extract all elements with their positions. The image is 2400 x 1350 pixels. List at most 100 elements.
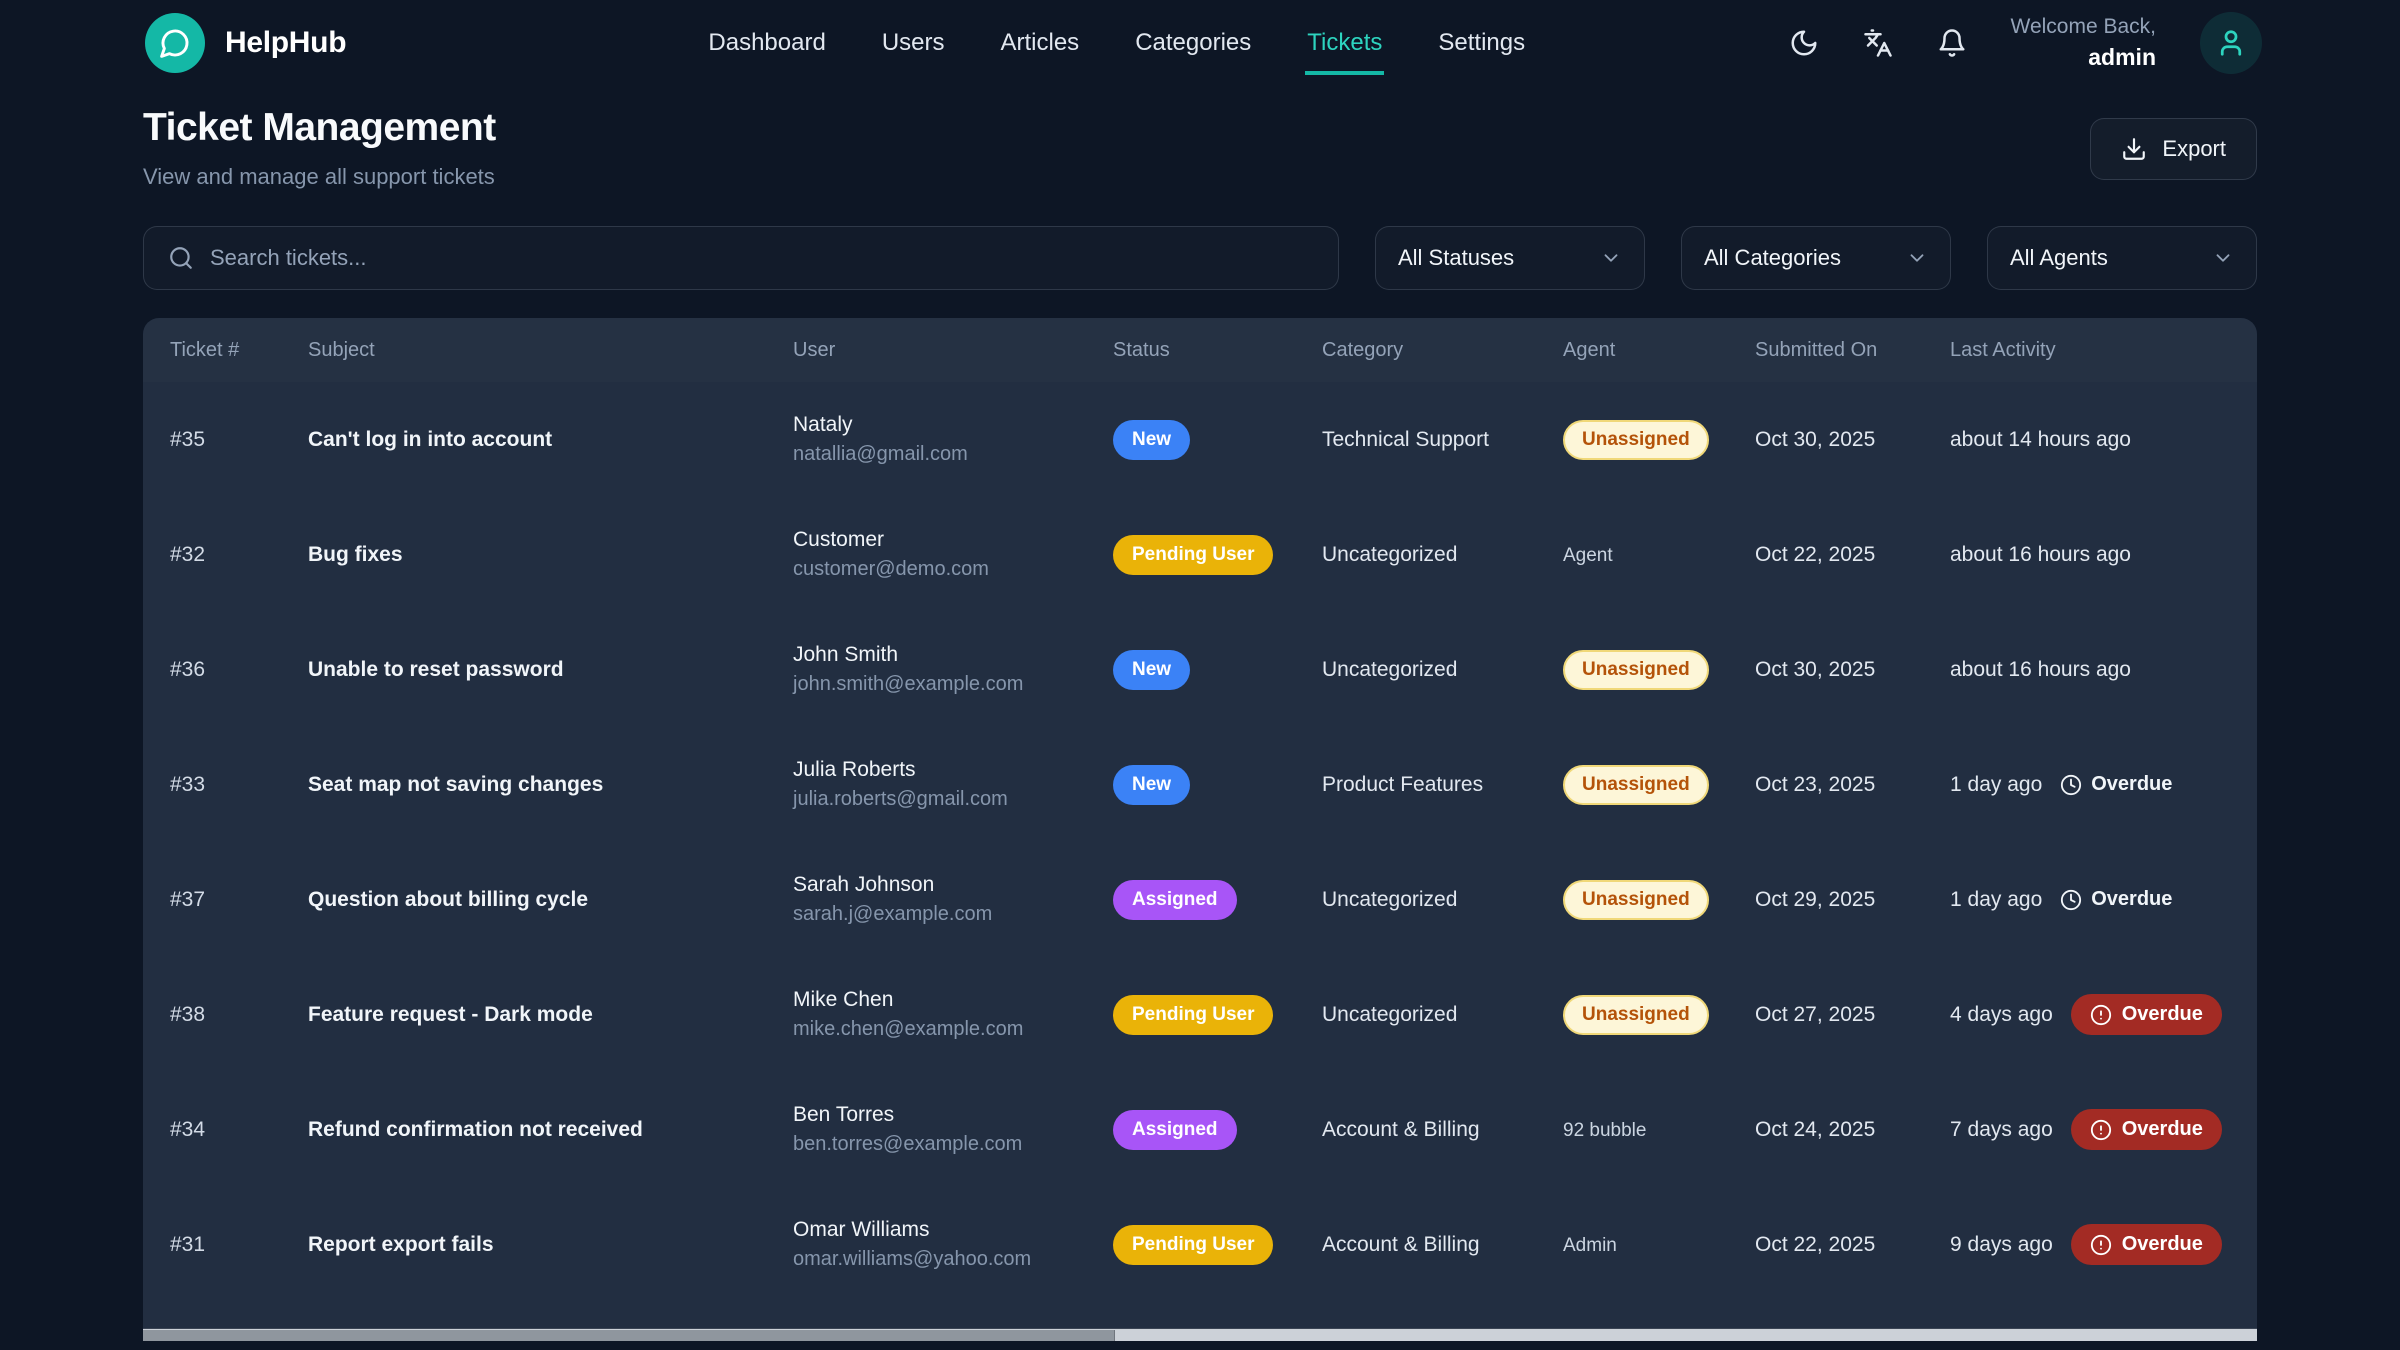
clock-icon bbox=[2061, 889, 2082, 910]
user-name: Mike Chen bbox=[793, 988, 894, 1011]
dark-mode-toggle[interactable] bbox=[1789, 28, 1819, 58]
agent-cell: Admin bbox=[1563, 1233, 1755, 1257]
agent-unassigned-badge: Unassigned bbox=[1563, 764, 1709, 805]
navbar-actions: Welcome Back, admin bbox=[1789, 12, 2262, 74]
table-row[interactable]: #37 Question about billing cycle Sarah J… bbox=[143, 842, 2257, 957]
column-header: Agent bbox=[1563, 338, 1616, 361]
user-cell: Customer customer@demo.com bbox=[793, 528, 1113, 581]
notifications-button[interactable] bbox=[1937, 28, 1967, 58]
ticket-subject: Unable to reset password bbox=[308, 657, 564, 681]
user-icon bbox=[2220, 30, 2242, 56]
alert-circle-icon bbox=[2090, 1119, 2111, 1140]
ticket-id: #32 bbox=[170, 542, 206, 566]
table-row[interactable]: #33 Seat map not saving changes Julia Ro… bbox=[143, 727, 2257, 842]
nav-item-tickets[interactable]: Tickets bbox=[1305, 19, 1385, 75]
agent-unassigned-badge: Unassigned bbox=[1563, 879, 1709, 920]
overdue-label: Overdue bbox=[2091, 773, 2173, 795]
table-row[interactable]: #38 Feature request - Dark mode Mike Che… bbox=[143, 957, 2257, 1072]
status-filter-select[interactable]: All Statuses bbox=[1375, 226, 1645, 290]
ticket-category: Product Features bbox=[1322, 772, 1484, 796]
ticket-id: #33 bbox=[170, 772, 206, 796]
agent-unassigned-badge: Unassigned bbox=[1563, 994, 1709, 1035]
user-name: Omar Williams bbox=[793, 1218, 930, 1241]
last-activity-cell: about 14 hours ago bbox=[1950, 428, 2232, 452]
status-badge: Pending User bbox=[1113, 994, 1274, 1035]
agent-filter-select[interactable]: All Agents bbox=[1987, 226, 2257, 290]
page-title: Ticket Management bbox=[143, 106, 496, 149]
category-filter-select[interactable]: All Categories bbox=[1681, 226, 1951, 290]
brand: HelpHub bbox=[145, 13, 445, 73]
language-button[interactable] bbox=[1863, 28, 1893, 58]
ticket-subject: Question about billing cycle bbox=[308, 887, 589, 911]
column-header: Category bbox=[1322, 338, 1404, 361]
status-badge: New bbox=[1113, 764, 1191, 805]
user-cell: Ben Torres ben.torres@example.com bbox=[793, 1103, 1113, 1156]
export-label: Export bbox=[2162, 136, 2226, 161]
status-cell: New bbox=[1113, 419, 1322, 460]
agent-name: 92 bubble bbox=[1563, 1119, 1647, 1141]
helphub-logo-icon bbox=[145, 13, 205, 73]
agent-unassigned-badge: Unassigned bbox=[1563, 419, 1709, 460]
ticket-id: #37 bbox=[170, 887, 206, 911]
submitted-date: Oct 22, 2025 bbox=[1755, 542, 1876, 566]
ticket-category: Account & Billing bbox=[1322, 1232, 1480, 1256]
column-header: Subject bbox=[308, 338, 375, 361]
table-row[interactable]: #35 Can't log in into account Nataly nat… bbox=[143, 382, 2257, 497]
column-header: Last Activity bbox=[1950, 338, 2056, 361]
search-input[interactable] bbox=[210, 245, 1314, 271]
last-activity-time: about 16 hours ago bbox=[1950, 542, 2131, 566]
alert-circle-icon bbox=[2090, 1004, 2111, 1025]
agent-cell: Unassigned bbox=[1563, 419, 1755, 460]
table-body: #35 Can't log in into account Nataly nat… bbox=[143, 382, 2257, 1302]
user-cell: Julia Roberts julia.roberts@gmail.com bbox=[793, 758, 1113, 811]
nav-item-articles[interactable]: Articles bbox=[1000, 29, 1080, 56]
submitted-date: Oct 22, 2025 bbox=[1755, 1232, 1876, 1256]
column-header: Status bbox=[1113, 338, 1170, 361]
avatar[interactable] bbox=[2200, 12, 2262, 74]
user-name: Sarah Johnson bbox=[793, 873, 935, 896]
agent-cell: Unassigned bbox=[1563, 764, 1755, 805]
user-name: Customer bbox=[793, 528, 885, 551]
brand-name: HelpHub bbox=[225, 26, 347, 59]
table-row[interactable]: #32 Bug fixes Customer customer@demo.com… bbox=[143, 497, 2257, 612]
submitted-date: Oct 30, 2025 bbox=[1755, 657, 1876, 681]
table-row[interactable]: #34 Refund confirmation not received Ben… bbox=[143, 1072, 2257, 1187]
last-activity-cell: 9 days ago Overdue bbox=[1950, 1224, 2238, 1265]
user-cell: John Smith john.smith@example.com bbox=[793, 643, 1113, 696]
status-cell: Pending User bbox=[1113, 1224, 1322, 1265]
export-button[interactable]: Export bbox=[2090, 118, 2257, 180]
last-activity-time: about 14 hours ago bbox=[1950, 427, 2131, 451]
last-activity-cell: about 16 hours ago bbox=[1950, 543, 2232, 567]
ticket-subject: Refund confirmation not received bbox=[308, 1117, 643, 1141]
last-activity-time: about 16 hours ago bbox=[1950, 657, 2131, 681]
status-cell: Assigned bbox=[1113, 1109, 1322, 1150]
user-cell: Nataly natallia@gmail.com bbox=[793, 413, 1113, 466]
nav-item-users[interactable]: Users bbox=[881, 29, 945, 56]
user-name: Ben Torres bbox=[793, 1103, 895, 1126]
ticket-category: Uncategorized bbox=[1322, 887, 1458, 911]
last-activity-time: 7 days ago bbox=[1950, 1117, 2053, 1141]
search-icon bbox=[170, 247, 192, 269]
nav-item-settings[interactable]: Settings bbox=[1438, 29, 1526, 56]
top-navbar: HelpHub Dashboard Users Articles Categor… bbox=[0, 0, 2400, 86]
scrollbar-thumb[interactable] bbox=[143, 1330, 1116, 1341]
last-activity-cell: about 16 hours ago bbox=[1950, 658, 2232, 682]
status-badge: New bbox=[1113, 419, 1191, 460]
user-cell: Omar Williams omar.williams@yahoo.com bbox=[793, 1218, 1113, 1271]
status-badge: New bbox=[1113, 649, 1191, 690]
horizontal-scrollbar[interactable] bbox=[143, 1328, 2257, 1341]
table-row[interactable]: #36 Unable to reset password John Smith … bbox=[143, 612, 2257, 727]
table-row[interactable]: #31 Report export fails Omar Williams om… bbox=[143, 1187, 2257, 1302]
last-activity-cell: 1 day ago Overdue bbox=[1950, 773, 2232, 797]
chevron-down-icon bbox=[2216, 254, 2230, 262]
ticket-subject: Feature request - Dark mode bbox=[308, 1002, 593, 1026]
chevron-down-icon bbox=[1910, 254, 1924, 262]
overdue-indicator: Overdue bbox=[2060, 888, 2172, 911]
status-badge: Pending User bbox=[1113, 534, 1274, 575]
nav-item-dashboard[interactable]: Dashboard bbox=[708, 29, 826, 56]
nav-item-categories[interactable]: Categories bbox=[1135, 29, 1252, 56]
user-email: mike.chen@example.com bbox=[793, 1018, 1024, 1040]
user-email: natallia@gmail.com bbox=[793, 443, 968, 465]
page-subtitle: View and manage all support tickets bbox=[143, 164, 495, 189]
overdue-badge: Overdue bbox=[2070, 994, 2222, 1035]
